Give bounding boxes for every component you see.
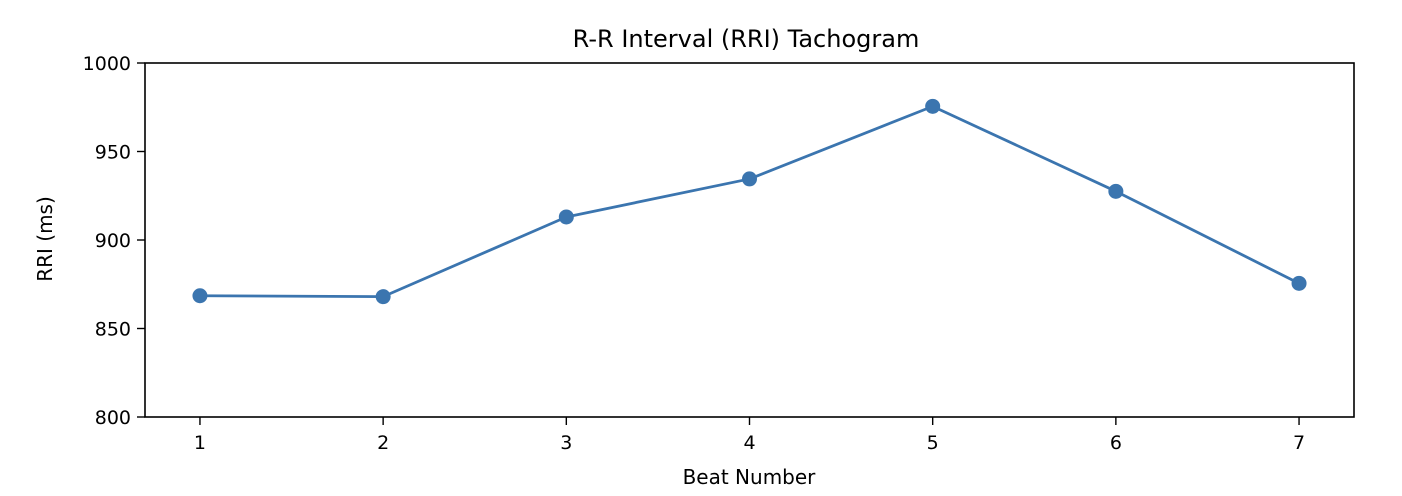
y-tick-label: 1000: [83, 53, 131, 75]
x-tick-label: 3: [560, 432, 572, 454]
x-tick-label: 7: [1293, 432, 1305, 454]
y-tick-label: 950: [95, 142, 131, 164]
data-point: [192, 288, 208, 304]
data-point: [742, 171, 757, 187]
x-tick-label: 5: [927, 432, 939, 454]
y-tick-label: 800: [95, 407, 131, 429]
y-tick-label: 850: [95, 319, 131, 341]
data-point: [1291, 275, 1307, 291]
series-line: [198, 104, 1301, 299]
data-point: [925, 98, 941, 114]
y-axis-label: RRI (ms): [33, 196, 57, 282]
data-point: [558, 209, 574, 225]
axes-frame: [144, 62, 1355, 418]
x-tick-label: 6: [1110, 432, 1122, 454]
y-axis-ticks: 800 850 900 950 1000: [83, 53, 145, 429]
x-tick-label: 1: [194, 432, 206, 454]
chart-title: R-R Interval (RRI) Tachogram: [573, 25, 920, 53]
x-axis-label: Beat Number: [683, 465, 817, 489]
x-tick-label: 4: [743, 432, 755, 454]
data-point: [375, 289, 391, 305]
data-point: [1108, 183, 1124, 199]
x-tick-label: 2: [377, 432, 389, 454]
y-tick-label: 900: [95, 230, 131, 252]
x-axis-ticks: 1 2 3 4 5 6 7: [194, 417, 1305, 454]
series-layer: [192, 98, 1307, 305]
